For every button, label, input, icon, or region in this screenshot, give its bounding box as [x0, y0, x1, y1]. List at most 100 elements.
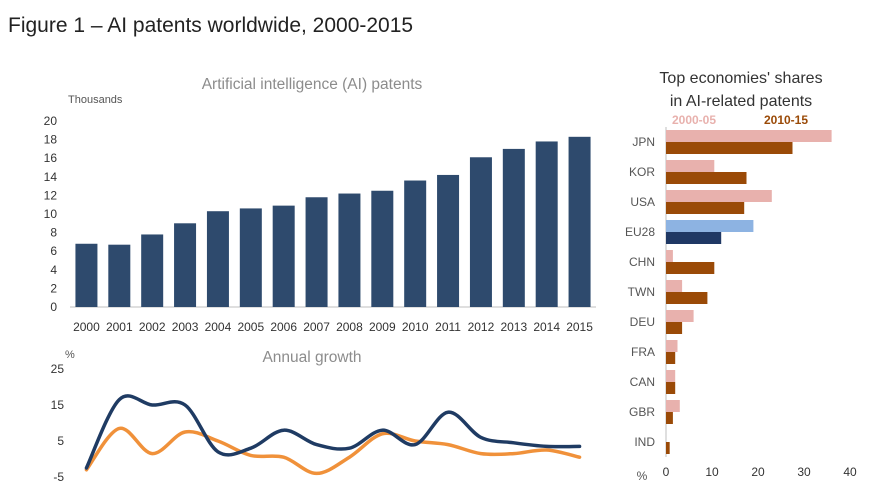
- line-y-tick-label: 25: [51, 362, 65, 376]
- growth-line-chart: Annual growth % -5 5 15 25: [51, 349, 580, 484]
- bar-2008: [338, 194, 360, 307]
- share-chart-x-axis: 0 10 20 30 40: [663, 465, 857, 479]
- line-y-tick-label: 5: [57, 434, 64, 448]
- bar-y-tick-label: 2: [50, 281, 57, 295]
- share-bar-GBR-2010-15: [666, 412, 673, 424]
- share-bar-TWN-2010-15: [666, 292, 707, 304]
- share-x-tick-label: 40: [843, 465, 857, 479]
- share-category-label: DEU: [630, 315, 655, 329]
- bar-2001: [108, 245, 130, 307]
- bar-x-tick-label: 2001: [106, 320, 133, 334]
- bar-x-tick-label: 2015: [566, 320, 593, 334]
- bar-chart-bars: [75, 137, 590, 307]
- share-category-label: JPN: [632, 135, 655, 149]
- bar-chart-x-axis: 2000 2001 2002 2003 2004 2005 2006 2007 2008 2009…: [73, 320, 593, 334]
- bar-chart-y-axis: 0 2 4 6 8 10 12 14 16 18 20: [44, 114, 58, 314]
- bar-y-tick-label: 14: [44, 170, 58, 184]
- share-category-label: GBR: [629, 405, 655, 419]
- share-bar-FRA-2000-05: [666, 340, 678, 352]
- share-bar-CHN-2010-15: [666, 262, 714, 274]
- line-y-tick-label: -5: [53, 470, 64, 484]
- bar-x-tick-label: 2007: [303, 320, 330, 334]
- bar-y-tick-label: 8: [50, 226, 57, 240]
- share-bar-TWN-2000-05: [666, 280, 682, 292]
- share-x-tick-label: 10: [705, 465, 719, 479]
- line-y-tick-label: 15: [51, 398, 65, 412]
- bar-y-tick-label: 20: [44, 114, 58, 128]
- bar-2014: [536, 141, 558, 307]
- share-category-label: FRA: [631, 345, 655, 359]
- bar-x-tick-label: 2009: [369, 320, 396, 334]
- bar-x-tick-label: 2011: [435, 320, 461, 334]
- share-category-label: CAN: [630, 375, 655, 389]
- share-bar-DEU-2000-05: [666, 310, 694, 322]
- bar-y-tick-label: 12: [44, 188, 58, 202]
- bar-y-tick-label: 10: [44, 207, 58, 221]
- share-x-tick-label: 30: [797, 465, 811, 479]
- share-bar-KOR-2010-15: [666, 172, 747, 184]
- bar-x-tick-label: 2000: [73, 320, 100, 334]
- bar-x-tick-label: 2005: [237, 320, 264, 334]
- share-category-label: EU28: [625, 225, 655, 239]
- share-category-label: KOR: [629, 165, 655, 179]
- bar-2010: [404, 181, 426, 307]
- bar-x-tick-label: 2002: [139, 320, 166, 334]
- bar-y-tick-label: 6: [50, 244, 57, 258]
- legend-2010-15: 2010-15: [764, 113, 808, 127]
- share-bar-CAN-2000-05: [666, 370, 675, 382]
- bar-x-tick-label: 2004: [205, 320, 232, 334]
- share-bar-USA-2010-15: [666, 202, 744, 214]
- share-chart-title-line1: Top economies' shares: [659, 70, 822, 87]
- bar-y-tick-label: 4: [50, 263, 57, 277]
- share-chart-categories: JPN KOR USA EU28 CHN TWN DEU FRA CAN GBR IND: [625, 135, 655, 449]
- bar-2007: [306, 197, 328, 307]
- bar-2002: [141, 234, 163, 307]
- share-chart-bars: [666, 130, 832, 454]
- bar-2004: [207, 211, 229, 307]
- patents-bar-chart: Artificial intelligence (AI) patents Tho…: [44, 76, 596, 334]
- share-bar-GBR-2000-05: [666, 400, 680, 412]
- bar-x-tick-label: 2006: [270, 320, 297, 334]
- bar-2006: [273, 206, 295, 307]
- share-category-label: CHN: [629, 255, 655, 269]
- bar-chart-unit-label: Thousands: [68, 94, 123, 106]
- bar-2013: [503, 149, 525, 307]
- line-chart-y-axis: -5 5 15 25: [51, 362, 65, 484]
- bar-2011: [437, 175, 459, 307]
- bar-x-tick-label: 2008: [336, 320, 363, 334]
- share-x-tick-label: 20: [751, 465, 765, 479]
- share-category-label: USA: [630, 195, 655, 209]
- bar-2005: [240, 208, 262, 307]
- share-bar-JPN-2000-05: [666, 130, 832, 142]
- bar-x-tick-label: 2014: [533, 320, 560, 334]
- share-bar-DEU-2010-15: [666, 322, 682, 334]
- bar-chart-title: Artificial intelligence (AI) patents: [202, 76, 423, 93]
- shares-bar-chart: Top economies' shares in AI-related pate…: [625, 70, 857, 483]
- bar-x-tick-label: 2003: [172, 320, 199, 334]
- share-chart-title-line2: in AI-related patents: [670, 93, 812, 110]
- share-x-tick-label: 0: [663, 465, 670, 479]
- bar-x-tick-label: 2010: [402, 320, 429, 334]
- share-bar-KOR-2000-05: [666, 160, 714, 172]
- bar-y-tick-label: 0: [50, 300, 57, 314]
- bar-2003: [174, 223, 196, 307]
- bar-2012: [470, 157, 492, 307]
- bar-2009: [371, 191, 393, 307]
- bar-2000: [75, 244, 97, 307]
- line-chart-title: Annual growth: [262, 349, 361, 366]
- share-bar-FRA-2010-15: [666, 352, 675, 364]
- bar-y-tick-label: 16: [44, 151, 58, 165]
- bar-2015: [569, 137, 591, 307]
- share-bar-IND-2010-15: [666, 442, 670, 454]
- share-bar-EU28-2000-05: [666, 220, 753, 232]
- bar-x-tick-label: 2013: [500, 320, 527, 334]
- bar-x-tick-label: 2012: [468, 320, 495, 334]
- share-category-label: TWN: [628, 285, 655, 299]
- share-category-label: IND: [634, 435, 655, 449]
- bar-y-tick-label: 18: [44, 133, 58, 147]
- line-chart-unit-label: %: [65, 349, 75, 361]
- share-bar-CHN-2000-05: [666, 250, 673, 262]
- line-chart-series: [86, 396, 579, 474]
- growth-line-dark: [86, 396, 579, 468]
